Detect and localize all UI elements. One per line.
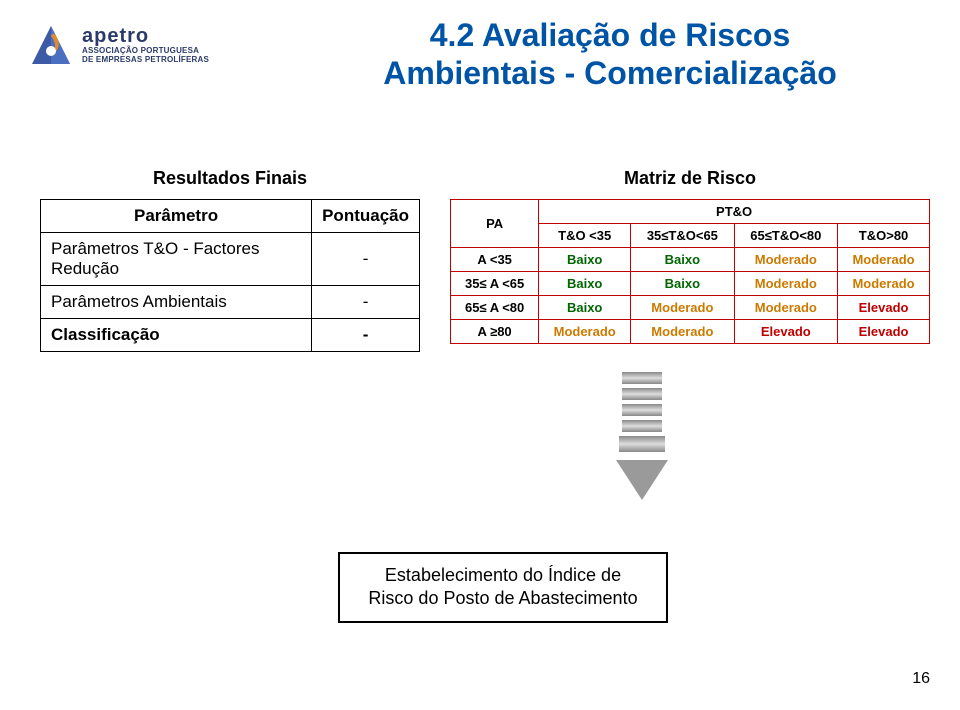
matrix-cell: Moderado <box>838 248 930 272</box>
results-col-pontuacao: Pontuação <box>312 200 420 233</box>
table-row: 65≤ A <80 Baixo Moderado Moderado Elevad… <box>451 296 930 320</box>
matrix-top-row: PA PT&O <box>451 200 930 224</box>
page-number: 16 <box>912 670 930 688</box>
matrix-cell: Elevado <box>838 320 930 344</box>
table-row: Parâmetros T&O - Factores Redução - <box>41 233 420 286</box>
arrow-segment <box>619 436 665 452</box>
matrix-cell: Baixo <box>539 296 631 320</box>
results-table: Parâmetro Pontuação Parâmetros T&O - Fac… <box>40 199 420 352</box>
table-row: Parâmetros Ambientais - <box>41 286 420 319</box>
matrix-row-header: A ≥80 <box>451 320 539 344</box>
results-heading: Resultados Finais <box>40 168 420 189</box>
table-row: Classificação - <box>41 319 420 352</box>
matrix-cell: Elevado <box>734 320 837 344</box>
apetro-logo-icon <box>28 22 74 68</box>
matrix-col-header: T&O>80 <box>838 224 930 248</box>
outcome-line-1: Estabelecimento do Índice de <box>385 565 621 585</box>
arrow-segment <box>622 372 662 384</box>
matrix-cell: Baixo <box>631 272 734 296</box>
matrix-cell: Baixo <box>539 272 631 296</box>
title-line-1: 4.2 Avaliação de Riscos <box>430 17 790 53</box>
matrix-row-header: A <35 <box>451 248 539 272</box>
matrix-cell: Moderado <box>734 272 837 296</box>
table-row: 35≤ A <65 Baixo Baixo Moderado Moderado <box>451 272 930 296</box>
matrix-cell: Baixo <box>539 248 631 272</box>
table-row: A ≥80 Moderado Moderado Elevado Elevado <box>451 320 930 344</box>
matrix-col-header: T&O <35 <box>539 224 631 248</box>
matrix-cell: Moderado <box>734 296 837 320</box>
brand-subline-2: DE EMPRESAS PETROLÍFERAS <box>82 56 209 64</box>
arrow-head-icon <box>616 460 668 500</box>
page-title: 4.2 Avaliação de Riscos Ambientais - Com… <box>300 16 920 93</box>
matrix-cell: Moderado <box>734 248 837 272</box>
arrow-segment <box>622 388 662 400</box>
matrix-row-header: 65≤ A <80 <box>451 296 539 320</box>
matrix-cell: Baixo <box>631 248 734 272</box>
matrix-axis-pa: PA <box>451 200 539 248</box>
results-section: Resultados Finais Parâmetro Pontuação Pa… <box>40 168 420 352</box>
down-arrow-icon <box>620 372 664 500</box>
matrix-heading: Matriz de Risco <box>450 168 930 189</box>
results-row-value: - <box>312 233 420 286</box>
matrix-col-header: 35≤T&O<65 <box>631 224 734 248</box>
results-row-label: Parâmetros Ambientais <box>41 286 312 319</box>
matrix-col-header: 65≤T&O<80 <box>734 224 837 248</box>
results-col-parametro: Parâmetro <box>41 200 312 233</box>
title-line-2: Ambientais - Comercialização <box>383 55 836 91</box>
brand-name: apetro <box>82 26 209 47</box>
matrix-cell: Moderado <box>631 320 734 344</box>
results-row-value: - <box>312 319 420 352</box>
results-row-value: - <box>312 286 420 319</box>
matrix-cell: Elevado <box>838 296 930 320</box>
brand-logo-text: apetro ASSOCIAÇÃO PORTUGUESA DE EMPRESAS… <box>82 26 209 64</box>
arrow-segment <box>622 420 662 432</box>
outcome-box: Estabelecimento do Índice de Risco do Po… <box>338 552 668 623</box>
matrix-table: PA PT&O T&O <35 35≤T&O<65 65≤T&O<80 T&O>… <box>450 199 930 344</box>
brand-logo: apetro ASSOCIAÇÃO PORTUGUESA DE EMPRESAS… <box>28 22 209 68</box>
results-row-label: Classificação <box>41 319 312 352</box>
results-header-row: Parâmetro Pontuação <box>41 200 420 233</box>
matrix-cell: Moderado <box>631 296 734 320</box>
matrix-row-header: 35≤ A <65 <box>451 272 539 296</box>
matrix-section: Matriz de Risco PA PT&O T&O <35 35≤T&O<6… <box>450 168 930 344</box>
matrix-cell: Moderado <box>838 272 930 296</box>
outcome-line-2: Risco do Posto de Abastecimento <box>368 588 637 608</box>
matrix-axis-pto: PT&O <box>539 200 930 224</box>
matrix-cell: Moderado <box>539 320 631 344</box>
results-row-label: Parâmetros T&O - Factores Redução <box>41 233 312 286</box>
arrow-segment <box>622 404 662 416</box>
table-row: A <35 Baixo Baixo Moderado Moderado <box>451 248 930 272</box>
